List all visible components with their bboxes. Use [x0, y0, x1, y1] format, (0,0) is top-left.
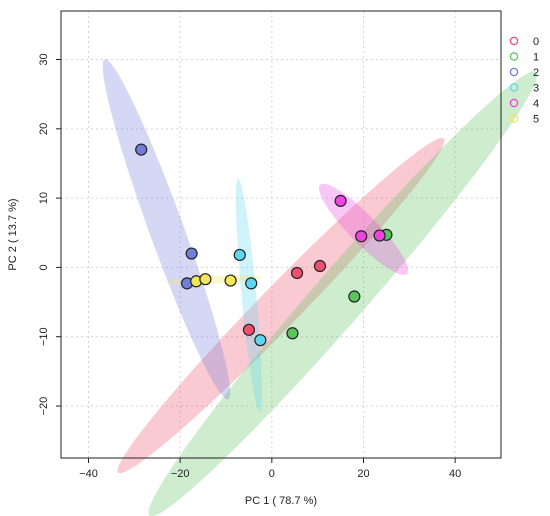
- legend-marker-3: [509, 83, 519, 92]
- data-point-group-4: [334, 194, 347, 207]
- data-point-group-2: [185, 247, 198, 260]
- ellipse-group-2: [102, 59, 231, 400]
- legend-marker-4: [509, 98, 519, 108]
- y-axis-label: PC 2 ( 13.7 %): [7, 198, 19, 270]
- x-tick-label: 40: [449, 468, 461, 480]
- data-point-group-1: [348, 290, 361, 303]
- ellipse-group-3: [235, 178, 262, 412]
- ellipse-group-1: [148, 71, 538, 516]
- y-tick-label: 20: [38, 123, 50, 135]
- x-tick-label: 20: [357, 468, 369, 480]
- x-tick-label: −20: [171, 468, 190, 480]
- data-point-group-0: [313, 259, 327, 273]
- x-axis-label: PC 1 ( 78.7 %): [245, 495, 317, 507]
- y-tick-label: 10: [38, 192, 50, 204]
- data-point-group-3: [233, 248, 246, 262]
- grid-lines: [61, 11, 501, 458]
- data-point-group-4: [373, 229, 386, 242]
- y-tick-label: −20: [38, 397, 50, 416]
- y-tick-label: −10: [38, 327, 50, 346]
- legend-label-4: 4: [533, 98, 539, 110]
- confidence-ellipses: [102, 59, 538, 516]
- x-tick-label: −40: [79, 468, 98, 480]
- legend-marker-5: [509, 114, 519, 123]
- legend-label-0: 0: [533, 36, 539, 48]
- legend-marker-0: [509, 36, 519, 46]
- data-point-group-2: [135, 143, 148, 156]
- data-points: [135, 143, 393, 347]
- plot-frame: [60, 10, 502, 459]
- legend-label-1: 1: [533, 52, 539, 64]
- data-point-group-4: [355, 230, 368, 243]
- legend-label-3: 3: [533, 83, 539, 95]
- data-point-group-3: [245, 277, 258, 290]
- data-point-group-0: [290, 266, 304, 280]
- data-point-group-3: [254, 334, 267, 347]
- x-tick-label: 0: [269, 468, 275, 480]
- legend-marker-1: [509, 52, 519, 61]
- data-point-group-1: [286, 327, 299, 340]
- y-tick-label: 0: [38, 264, 50, 270]
- legend-label-5: 5: [533, 114, 539, 126]
- ellipse-group-0: [117, 137, 445, 474]
- data-point-group-5: [199, 273, 212, 286]
- legend: 0 1 2 3 4 5: [509, 36, 539, 126]
- legend-marker-2: [509, 67, 519, 77]
- legend-label-2: 2: [533, 67, 539, 79]
- data-point-group-5: [224, 274, 237, 287]
- data-point-group-0: [242, 323, 256, 336]
- x-axis-ticks: −40 −20 0 20 40: [79, 458, 461, 480]
- y-axis-ticks: −20 −10 0 10 20 30: [38, 53, 61, 415]
- y-tick-label: 30: [38, 53, 50, 65]
